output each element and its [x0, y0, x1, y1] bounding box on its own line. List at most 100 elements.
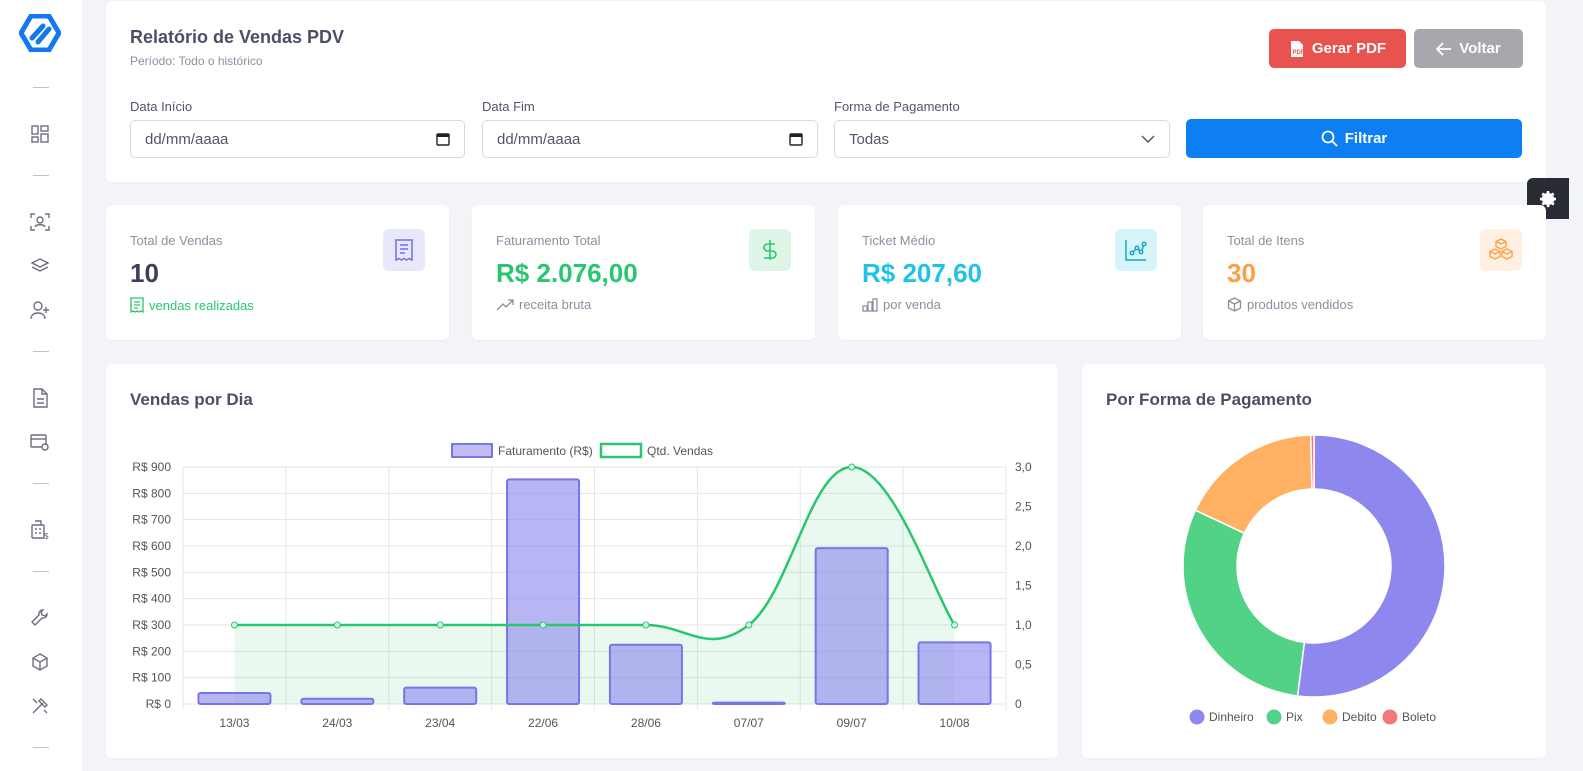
revenue-bar: [814, 547, 889, 705]
stat-card-total-sales: Total de Vendas 10 vendas realizadas: [106, 205, 449, 340]
stat-sub: produtos vendidos: [1227, 297, 1353, 312]
arrow-left-icon: [1436, 41, 1452, 56]
payment-method-value: Todas: [849, 130, 890, 148]
qty-sales-point: [642, 621, 650, 629]
pie-slice-dinheiro: [1296, 434, 1446, 698]
document-icon[interactable]: [28, 386, 52, 410]
legend-label: Debito: [1342, 710, 1377, 724]
start-date-label: Data Início: [130, 99, 193, 114]
cash-register-icon[interactable]: $: [28, 518, 52, 542]
legend-swatch: [1266, 709, 1282, 725]
stat-card-total-items: Total de Itens 30 produtos vendidos: [1203, 205, 1546, 340]
qty-sales-point: [745, 621, 753, 629]
legend-label-revenue: Faturamento (R$): [498, 444, 593, 458]
x-tick-label: 10/08: [940, 716, 970, 730]
end-date-input[interactable]: dd/mm/aaaa: [482, 120, 818, 158]
report-header-card: Relatório de Vendas PDV Período: Todo o …: [106, 1, 1546, 182]
y-left-tick-label: R$ 800: [132, 486, 171, 500]
boxes-icon: [1489, 238, 1513, 260]
qty-sales-point: [539, 621, 547, 629]
revenue-bar: [506, 478, 581, 705]
legend-swatch: [1189, 709, 1205, 725]
filter-label: Filtrar: [1344, 130, 1388, 147]
y-left-tick-label: R$ 900: [132, 460, 171, 474]
sidebar-divider: [33, 351, 49, 352]
stat-value: R$ 207,60: [862, 258, 982, 288]
revenue-bar: [300, 697, 375, 706]
x-tick-label: 09/07: [837, 716, 867, 730]
stat-sub-text: receita bruta: [519, 297, 592, 312]
sidebar-divider: [33, 571, 49, 572]
search-icon: [1321, 130, 1338, 147]
qty-sales-point: [848, 463, 856, 471]
stat-sub: vendas realizadas: [130, 297, 254, 313]
period-subtitle: Período: Todo o histórico: [130, 54, 263, 68]
gear-icon: [1540, 190, 1556, 207]
y-left-tick-label: R$ 300: [132, 618, 171, 632]
legend-label-qty: Qtd. Vendas: [647, 444, 713, 458]
x-tick-label: 13/03: [219, 716, 249, 730]
svg-text:PDF: PDF: [1292, 50, 1304, 56]
stat-sub: receita bruta: [496, 297, 591, 312]
stat-sub-text: por venda: [883, 297, 941, 312]
y-left-tick-label: R$ 500: [132, 565, 171, 579]
wrench-icon[interactable]: [28, 606, 52, 630]
start-date-input[interactable]: dd/mm/aaaa: [130, 120, 465, 158]
daily-sales-chart: R$ 0 R$ 100 R$ 200 R$ 300 R$ 400 R$ 500 R$ 600…: [132, 442, 1032, 730]
calendar-icon[interactable]: [436, 132, 450, 146]
box-icon: [1227, 297, 1242, 312]
stat-icon-box: [383, 229, 425, 271]
daily-sales-card: Vendas por Dia R$ 0 R$ 100 R$ 200 R$ 300 R$ …: [106, 364, 1058, 758]
pie-slice-debito: [1194, 434, 1313, 535]
stat-value: R$ 2.076,00: [496, 258, 638, 288]
daily-sales-title: Vendas por Dia: [130, 390, 253, 409]
qty-sales-point: [333, 621, 341, 629]
calendar-icon[interactable]: [789, 132, 803, 146]
qty-sales-point: [951, 621, 959, 629]
filter-button[interactable]: Filtrar: [1186, 119, 1522, 158]
dollar-icon: [763, 240, 777, 260]
revenue-bar: [608, 643, 683, 705]
wallet-settings-icon[interactable]: [28, 430, 52, 454]
y-right-tick-label: 0: [1015, 697, 1022, 711]
legend-swatch-qty: [599, 442, 643, 459]
app-logo[interactable]: [18, 13, 62, 53]
revenue-bar: [403, 686, 478, 706]
legend-label: Pix: [1286, 710, 1303, 724]
legend-swatch: [1382, 709, 1398, 725]
chevron-down-icon: [1141, 135, 1155, 143]
legend-swatch: [1322, 709, 1338, 725]
payment-method-chart: Dinheiro Pix Debito Boleto: [1182, 434, 1446, 725]
revenue-bar: [197, 691, 272, 706]
qty-sales-point: [230, 621, 238, 629]
x-tick-label: 28/06: [631, 716, 661, 730]
y-right-tick-label: 1,0: [1015, 618, 1032, 632]
pie-slice-pix: [1182, 509, 1306, 697]
y-left-tick-label: R$ 600: [132, 539, 171, 553]
legend-swatch-revenue: [451, 443, 493, 458]
stat-label: Total de Itens: [1227, 233, 1305, 248]
tools-icon[interactable]: [28, 694, 52, 718]
y-left-tick-label: R$ 100: [132, 671, 171, 685]
payment-method-label: Forma de Pagamento: [834, 99, 960, 114]
dashboard-icon[interactable]: [28, 122, 52, 146]
add-user-icon[interactable]: [28, 298, 52, 322]
generate-pdf-button[interactable]: PDF Gerar PDF: [1269, 29, 1406, 68]
stat-sub: por venda: [862, 297, 941, 312]
sidebar-divider: [33, 87, 49, 88]
layers-icon[interactable]: [28, 254, 52, 278]
stat-icon-box: [749, 229, 791, 271]
stat-sub-text: vendas realizadas: [149, 297, 254, 313]
back-button[interactable]: Voltar: [1414, 29, 1523, 68]
receipt-icon: [395, 239, 413, 261]
back-label: Voltar: [1459, 40, 1501, 57]
pie-slice-boleto: [1309, 434, 1315, 490]
y-right-tick-label: 0,5: [1015, 658, 1032, 672]
legend-label: Boleto: [1402, 710, 1436, 724]
receipt-icon: [130, 297, 144, 313]
payment-method-select[interactable]: Todas: [834, 120, 1170, 158]
box-icon[interactable]: [28, 650, 52, 674]
stat-value: 30: [1227, 258, 1256, 288]
y-right-tick-label: 1,5: [1015, 579, 1032, 593]
user-scan-icon[interactable]: [28, 210, 52, 234]
